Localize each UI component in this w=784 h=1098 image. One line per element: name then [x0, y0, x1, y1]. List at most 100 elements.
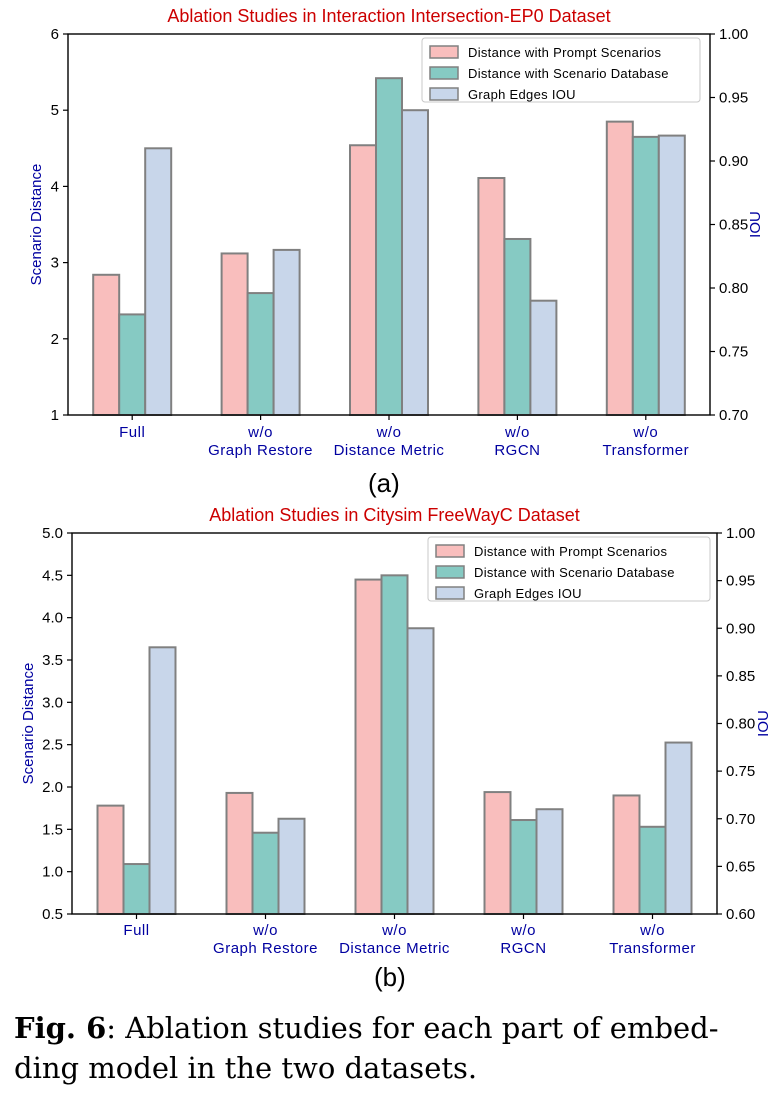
charta-legend-swatch-2 — [429, 87, 459, 101]
charta-bar-s2-c4 — [657, 134, 686, 416]
charta-bar-s2-c1 — [272, 248, 301, 416]
charta-bar-s0-c4 — [605, 120, 634, 416]
charta-ytick-label-2: 3 — [51, 255, 59, 272]
charta-y2tick-label-6: 1.00 — [719, 26, 748, 43]
chartb-xtick-label-1-0: w/o — [252, 922, 278, 939]
charta-y2tick-label-0: 0.70 — [719, 407, 748, 424]
chartb-bar-s1-c4 — [638, 825, 667, 915]
chartb-legend-swatch-2 — [435, 586, 465, 600]
charta-xtick-label-1-0: w/o — [247, 424, 273, 441]
chartb-y2tick-label-3: 0.75 — [726, 763, 755, 780]
chartb-legend-label-1: Distance with Scenario Database — [474, 565, 675, 580]
charta-y2tick-label-2: 0.80 — [719, 280, 748, 297]
chartb-xtick-label-2-0: w/o — [381, 922, 407, 939]
chartb-ytick-label-7: 4.0 — [42, 610, 63, 627]
chartb-y2tick-label-1: 0.65 — [726, 858, 755, 875]
chart-b: Ablation Studies in Citysim FreeWayC Dat… — [20, 505, 772, 957]
chartb-ytick-label-8: 4.5 — [42, 567, 63, 584]
chartb-xtick-label-3-1: RGCN — [500, 940, 546, 957]
charta-xtick-label-3-1: RGCN — [494, 442, 540, 459]
chartb-bar-s0-c2 — [354, 578, 383, 915]
chartb-bar-s1-c3 — [509, 819, 538, 915]
chartb-y2tick-label-0: 0.60 — [726, 906, 755, 923]
charta-bar-s0-c2 — [349, 144, 377, 416]
charta-xtick-label-2-1: Distance Metric — [334, 442, 445, 459]
charta-bar-s1-c3 — [503, 237, 532, 416]
chartb-ytick-label-2: 1.5 — [42, 821, 63, 838]
charta-bar-s2-c0 — [144, 147, 173, 417]
charta-bar-s2-c2 — [401, 109, 429, 416]
charta-y2tick-label-3: 0.85 — [719, 217, 748, 234]
chartb-bar-s2-c4 — [664, 741, 693, 915]
charta-ytick-label-5: 6 — [51, 26, 59, 43]
charta-ytick-label-0: 1 — [51, 407, 59, 424]
charta-y2tick-label-4: 0.90 — [719, 153, 748, 170]
chartb-bar-s0-c0 — [96, 804, 125, 916]
charta-bar-s2-c3 — [529, 299, 558, 417]
chartb-ytick-label-3: 2.0 — [42, 779, 63, 796]
chartb-title: Ablation Studies in Citysim FreeWayC Dat… — [209, 505, 579, 525]
chartb-legend-box — [427, 536, 711, 602]
chartb-xtick-label-3-0: w/o — [510, 922, 536, 939]
chartb-bar-s2-c0 — [148, 646, 177, 916]
chartb-bar-s1-c2 — [380, 574, 409, 915]
charta-legend-swatch-0 — [429, 45, 459, 59]
charta-xtick-label-2-0: w/o — [376, 424, 402, 441]
chartb-xtick-label-0-0: Full — [123, 922, 149, 939]
charta-xtick-label-0-0: Full — [119, 424, 145, 441]
charta-bar-s0-c3 — [477, 177, 506, 416]
chartb-y2tick-label-6: 0.90 — [726, 620, 755, 637]
chartb-xtick-label-4-0: w/o — [639, 922, 665, 939]
chartb-legend: Distance with Prompt Scenarios Distance w… — [427, 536, 711, 602]
chartb-ytick-label-4: 2.5 — [42, 737, 63, 754]
charta-bar-s1-c1 — [246, 292, 275, 416]
chartb-bar-s0-c3 — [483, 791, 512, 915]
chartb-legend-label-0: Distance with Prompt Scenarios — [474, 544, 667, 559]
charta-title: Ablation Studies in Interaction Intersec… — [167, 6, 610, 26]
chartb-y2tick-label-4: 0.80 — [726, 716, 755, 733]
chart-a: Ablation Studies in Interaction Intersec… — [28, 6, 764, 459]
caption-text: : Ablation studies for each part of embe… — [14, 1011, 719, 1085]
charta-ylabel: Scenario Distance — [28, 164, 45, 286]
panel-label-a: (a) — [368, 468, 400, 498]
charta-legend-box — [421, 37, 701, 103]
chartb-y2tick-label-5: 0.85 — [726, 668, 755, 685]
chartb-ytick-label-0: 0.5 — [42, 906, 63, 923]
chartb-ytick-label-5: 3.0 — [42, 694, 63, 711]
charta-bar-s0-c0 — [92, 273, 121, 416]
charta-bar-s1-c4 — [631, 135, 660, 416]
chartb-bar-s2-c2 — [406, 627, 435, 915]
figure-caption: Fig. 6: Ablation studies for each part o… — [14, 1008, 774, 1088]
chartb-ytick-label-1: 1.0 — [42, 864, 63, 881]
charta-legend-swatch-1 — [429, 66, 459, 80]
chartb-legend-label-2: Graph Edges IOU — [474, 586, 582, 601]
chartb-y2tick-label-2: 0.70 — [726, 811, 755, 828]
chartb-bar-s0-c1 — [225, 791, 254, 915]
chartb-ylabel: Scenario Distance — [20, 663, 37, 785]
charta-ytick-label-1: 2 — [51, 331, 59, 348]
chartb-xtick-label-4-1: Transformer — [609, 940, 696, 957]
charta-ytick-label-4: 5 — [51, 102, 59, 119]
panel-label-b: (b) — [374, 962, 406, 992]
charta-y2tick-label-1: 0.75 — [719, 344, 748, 361]
chartb-bar-s2-c3 — [535, 808, 564, 916]
charta-xtick-label-4-0: w/o — [632, 424, 658, 441]
chartb-bar-s1-c0 — [122, 863, 151, 915]
charta-legend-label-0: Distance with Prompt Scenarios — [468, 45, 661, 60]
charta-ytick-label-3: 4 — [51, 178, 59, 195]
charta-bar-s0-c1 — [220, 252, 249, 416]
chartb-y2tick-label-7: 0.95 — [726, 573, 755, 590]
chartb-bar-s0-c4 — [612, 794, 641, 916]
chartb-bar-s1-c1 — [251, 831, 280, 915]
chartb-y2label: IOU — [755, 710, 772, 737]
chartb-legend-swatch-1 — [435, 565, 465, 579]
chartb-y2tick-label-8: 1.00 — [726, 525, 755, 542]
charta-xtick-label-3-0: w/o — [504, 424, 530, 441]
chartb-ytick-label-6: 3.5 — [42, 652, 63, 669]
charta-xtick-label-4-1: Transformer — [602, 442, 689, 459]
chartb-xtick-label-2-1: Distance Metric — [339, 940, 450, 957]
charta-y2tick-label-5: 0.95 — [719, 90, 748, 107]
charta-y2label: IOU — [747, 211, 764, 238]
charta-legend-label-1: Distance with Scenario Database — [468, 66, 669, 81]
chartb-legend-swatch-0 — [435, 544, 465, 558]
